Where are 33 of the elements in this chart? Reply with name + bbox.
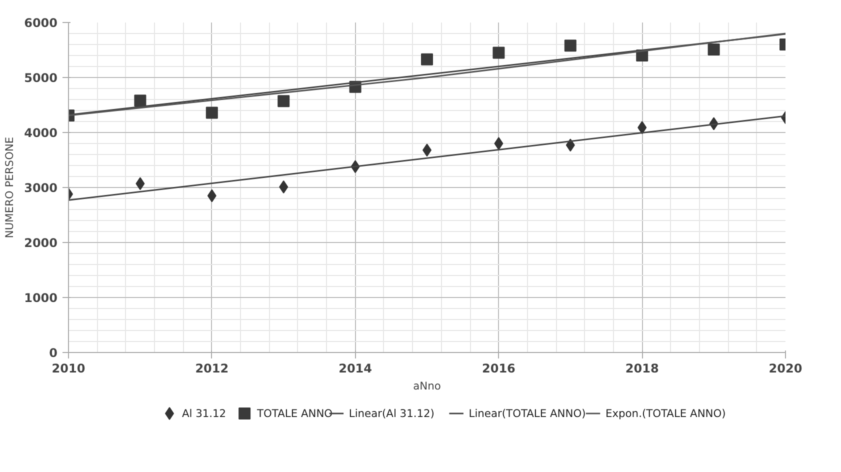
legend-label: Linear(TOTALE ANNO) <box>468 407 586 420</box>
y-tick-label: 2000 <box>24 236 58 250</box>
point <box>492 46 505 59</box>
y-axis-title: NUMERO PERSONE <box>3 136 16 238</box>
point <box>136 177 145 190</box>
point <box>134 94 146 107</box>
point <box>638 121 647 134</box>
legend-label: Linear(Al 31.12) <box>348 407 434 420</box>
x-tick-label: 2016 <box>482 362 516 376</box>
x-axis-title: aNno <box>413 380 441 392</box>
y-tick-label: 4000 <box>24 126 58 140</box>
point <box>494 137 504 150</box>
point <box>564 40 576 52</box>
x-tick-label: 2018 <box>625 362 659 376</box>
point <box>708 43 720 56</box>
point <box>206 106 218 119</box>
legend-label: TOTALE ANNO <box>256 407 333 420</box>
y-tick-label: 0 <box>49 346 58 360</box>
legend-label: Expon.(TOTALE ANNO) <box>605 407 726 420</box>
y-tick-label: 5000 <box>24 71 58 85</box>
y-tick-label: 6000 <box>24 16 58 30</box>
point <box>207 189 216 202</box>
x-tick-label: 2014 <box>338 362 372 376</box>
point <box>279 180 288 194</box>
y-tick-label: 3000 <box>24 181 58 195</box>
x-tick-label: 2020 <box>768 362 802 376</box>
point <box>278 95 290 108</box>
x-tick-label: 2012 <box>195 362 229 376</box>
point <box>421 53 433 66</box>
x-tick-label: 2010 <box>52 362 86 376</box>
y-tick-label: 1000 <box>24 291 58 305</box>
point <box>566 138 575 152</box>
legend-label: Al 31.12 <box>182 407 226 420</box>
